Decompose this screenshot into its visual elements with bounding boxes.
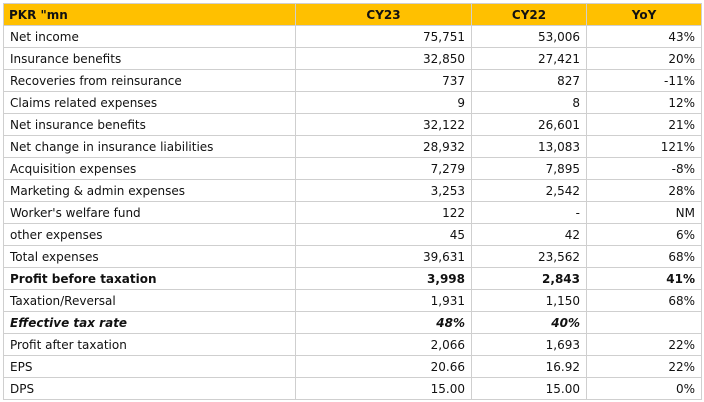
row-label: Taxation/Reversal [3, 289, 296, 312]
cy23-value: 3,253 [295, 179, 472, 202]
cy23-value: 9 [295, 91, 472, 114]
row-label: Worker's welfare fund [3, 201, 296, 224]
header-cy23: CY23 [295, 3, 472, 26]
cy23-value: 45 [295, 223, 472, 246]
yoy-value: 6% [586, 223, 702, 246]
financial-summary-table: PKR "mn CY23 CY22 YoY Net income 75,751 53… [3, 3, 702, 400]
row-label: Recoveries from reinsurance [3, 69, 296, 92]
table-row: Effective tax rate 48% 40% [3, 311, 702, 334]
row-label: Claims related expenses [3, 91, 296, 114]
table-row: Marketing & admin expenses 3,253 2,542 28% [3, 179, 702, 202]
cy23-value: 2,066 [295, 333, 472, 356]
table-row: Insurance benefits 32,850 27,421 20% [3, 47, 702, 70]
yoy-value: 21% [586, 113, 702, 136]
row-label: Acquisition expenses [3, 157, 296, 180]
cy23-value: 737 [295, 69, 472, 92]
yoy-value: -8% [586, 157, 702, 180]
table-row: Total expenses 39,631 23,562 68% [3, 245, 702, 268]
yoy-value: 68% [586, 245, 702, 268]
row-label: other expenses [3, 223, 296, 246]
cy22-value: 13,083 [471, 135, 587, 158]
cy23-value: 122 [295, 201, 472, 224]
cy23-value: 15.00 [295, 377, 472, 400]
cy22-value: 53,006 [471, 25, 587, 48]
cy23-value: 3,998 [295, 267, 472, 290]
row-label: EPS [3, 355, 296, 378]
table-row: DPS 15.00 15.00 0% [3, 377, 702, 400]
row-label: Profit after taxation [3, 333, 296, 356]
yoy-value: 68% [586, 289, 702, 312]
yoy-value: 28% [586, 179, 702, 202]
yoy-value [586, 311, 702, 334]
cy23-value: 1,931 [295, 289, 472, 312]
cy23-value: 75,751 [295, 25, 472, 48]
table-row: Net insurance benefits 32,122 26,601 21% [3, 113, 702, 136]
yoy-value: 20% [586, 47, 702, 70]
header-row: PKR "mn CY23 CY22 YoY [3, 3, 702, 26]
header-cy22: CY22 [471, 3, 587, 26]
yoy-value: NM [586, 201, 702, 224]
row-label: Marketing & admin expenses [3, 179, 296, 202]
cy22-value: 16.92 [471, 355, 587, 378]
cy22-value: 8 [471, 91, 587, 114]
table-row: Taxation/Reversal 1,931 1,150 68% [3, 289, 702, 312]
row-label: Net income [3, 25, 296, 48]
cy23-value: 28,932 [295, 135, 472, 158]
yoy-value: 121% [586, 135, 702, 158]
cy22-value: 15.00 [471, 377, 587, 400]
cy22-value: 827 [471, 69, 587, 92]
row-label: Net change in insurance liabilities [3, 135, 296, 158]
cy22-value: 40% [471, 311, 587, 334]
cy22-value: 7,895 [471, 157, 587, 180]
yoy-value: 43% [586, 25, 702, 48]
cy23-value: 32,122 [295, 113, 472, 136]
table-row: EPS 20.66 16.92 22% [3, 355, 702, 378]
row-label: Insurance benefits [3, 47, 296, 70]
cy23-value: 20.66 [295, 355, 472, 378]
table-row: other expenses 45 42 6% [3, 223, 702, 246]
cy22-value: 1,150 [471, 289, 587, 312]
table-row: Claims related expenses 9 8 12% [3, 91, 702, 114]
yoy-value: 12% [586, 91, 702, 114]
yoy-value: 0% [586, 377, 702, 400]
table-row: Recoveries from reinsurance 737 827 -11% [3, 69, 702, 92]
cy23-value: 39,631 [295, 245, 472, 268]
cy23-value: 32,850 [295, 47, 472, 70]
table-row: Acquisition expenses 7,279 7,895 -8% [3, 157, 702, 180]
cy22-value: 26,601 [471, 113, 587, 136]
cy22-value: 2,542 [471, 179, 587, 202]
row-label: Profit before taxation [3, 267, 296, 290]
table-row: Net income 75,751 53,006 43% [3, 25, 702, 48]
row-label: Total expenses [3, 245, 296, 268]
cy22-value: 1,693 [471, 333, 587, 356]
cy22-value: 23,562 [471, 245, 587, 268]
row-label: DPS [3, 377, 296, 400]
yoy-value: 41% [586, 267, 702, 290]
cy22-value: 2,843 [471, 267, 587, 290]
cy22-value: 27,421 [471, 47, 587, 70]
yoy-value: -11% [586, 69, 702, 92]
cy23-value: 48% [295, 311, 472, 334]
row-label: Effective tax rate [3, 311, 296, 334]
row-label: Net insurance benefits [3, 113, 296, 136]
table-row: Net change in insurance liabilities 28,93… [3, 135, 702, 158]
cy23-value: 7,279 [295, 157, 472, 180]
cy22-value: - [471, 201, 587, 224]
yoy-value: 22% [586, 355, 702, 378]
table-row: Profit after taxation 2,066 1,693 22% [3, 333, 702, 356]
table-row: Worker's welfare fund 122- NM [3, 201, 702, 224]
table-row: Profit before taxation 3,998 2,843 41% [3, 267, 702, 290]
yoy-value: 22% [586, 333, 702, 356]
header-unit: PKR "mn [3, 3, 296, 26]
cy22-value: 42 [471, 223, 587, 246]
header-yoy: YoY [586, 3, 702, 26]
table-body: Net income 75,751 53,006 43% Insurance benef… [3, 25, 702, 400]
